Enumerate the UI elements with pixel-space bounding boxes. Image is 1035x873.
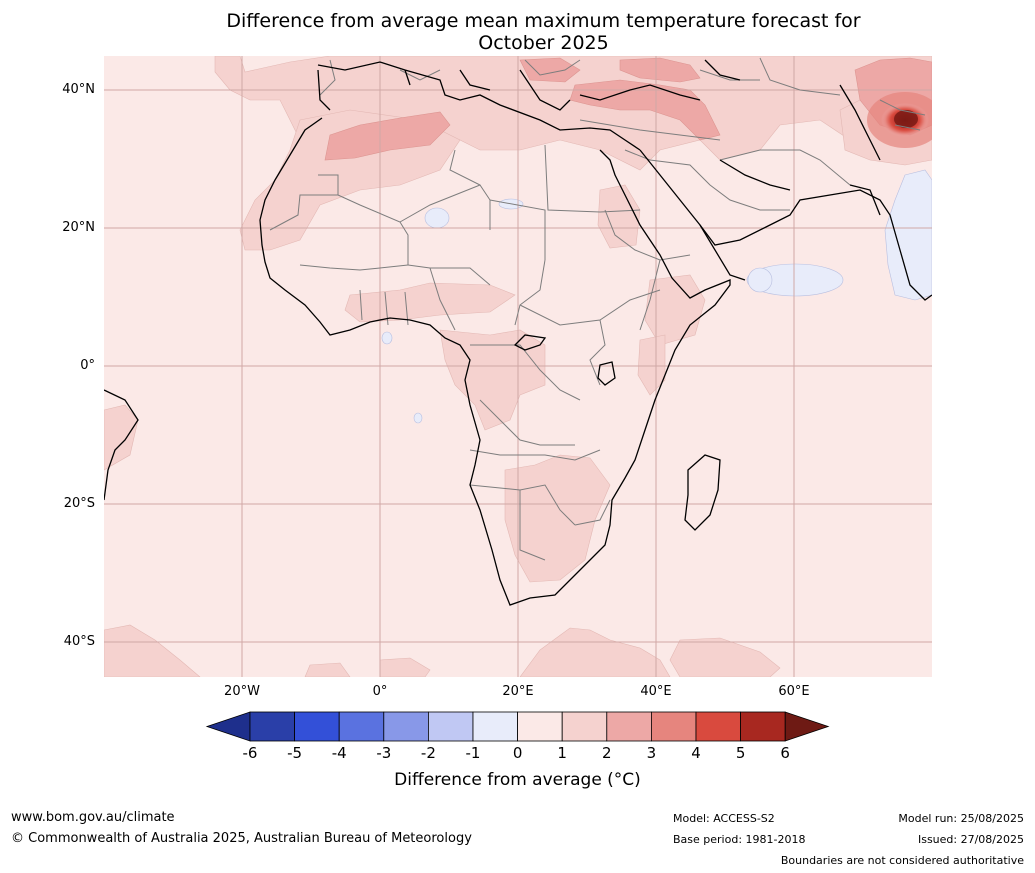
lon-tick-20e: 20°E xyxy=(502,684,534,699)
colorbar-tick: -4 xyxy=(331,744,347,762)
colorbar-tick: 4 xyxy=(691,744,701,762)
gridlines xyxy=(104,56,932,677)
lat-tick-0: 0° xyxy=(80,358,95,373)
colorbar-tick: -2 xyxy=(420,744,436,762)
footer-model-run: Model run: 25/08/2025 xyxy=(898,812,1024,825)
lat-tick-20s: 20°S xyxy=(63,496,95,511)
colorbar-tick: 1 xyxy=(557,744,567,762)
coastlines xyxy=(104,59,932,606)
colorbar-extend-high xyxy=(784,711,830,742)
map-title: Difference from average mean maximum tem… xyxy=(0,10,1035,54)
colorbar-tick: -1 xyxy=(465,744,481,762)
anomaly-minus-1-to-0 xyxy=(381,169,932,424)
lat-tick-20n: 20°N xyxy=(62,220,95,235)
colorbar-tick: -5 xyxy=(287,744,303,762)
country-borders xyxy=(269,57,926,561)
anomaly-hotspot xyxy=(867,92,932,148)
footer-model: Model: ACCESS-S2 xyxy=(673,812,775,825)
colorbar-box xyxy=(606,711,652,742)
map-panel xyxy=(104,56,932,677)
footer-website: www.bom.gov.au/climate xyxy=(11,810,175,825)
footer-issued: Issued: 27/08/2025 xyxy=(917,833,1024,846)
colorbar-tick: -3 xyxy=(376,744,392,762)
colorbar-label: Difference from average (°C) xyxy=(394,770,641,790)
colorbar-box xyxy=(472,711,518,742)
colorbar-tick: 5 xyxy=(735,744,746,762)
map-title-line1: Difference from average mean maximum tem… xyxy=(226,10,861,32)
footer-disclaimer: Boundaries are not considered authoritat… xyxy=(780,854,1024,867)
lon-tick-40e: 40°E xyxy=(640,684,672,699)
anomaly-1-to-2 xyxy=(104,56,932,677)
lon-tick-0: 0° xyxy=(372,684,388,699)
colorbar-tick: 6 xyxy=(780,744,790,762)
colorbar-box xyxy=(695,711,741,742)
colorbar-box xyxy=(561,711,608,742)
colorbar-box xyxy=(383,711,429,742)
colorbar-box xyxy=(294,711,340,742)
colorbar-tick: 0 xyxy=(512,744,523,762)
lon-tick-60e: 60°E xyxy=(778,684,810,699)
colorbar-box xyxy=(427,711,474,742)
map-title-line2: October 2025 xyxy=(478,32,609,54)
colorbar-box xyxy=(517,711,563,742)
colorbar xyxy=(205,711,830,742)
colorbar-box xyxy=(651,711,697,742)
colorbar-box xyxy=(740,711,786,742)
lat-tick-40n: 40°N xyxy=(62,82,95,97)
colorbar-extend-low xyxy=(205,711,251,742)
colorbar-tick: 3 xyxy=(646,744,657,762)
colorbar-tick: 2 xyxy=(602,744,612,762)
colorbar-box xyxy=(249,711,295,742)
colorbar-box xyxy=(338,711,385,742)
footer-copyright: © Commonwealth of Australia 2025, Austra… xyxy=(11,831,472,846)
footer-base-period: Base period: 1981-2018 xyxy=(673,833,806,846)
lon-tick-20w: 20°W xyxy=(224,684,260,699)
lat-tick-40s: 40°S xyxy=(63,634,95,649)
colorbar-tick: -6 xyxy=(242,744,258,762)
